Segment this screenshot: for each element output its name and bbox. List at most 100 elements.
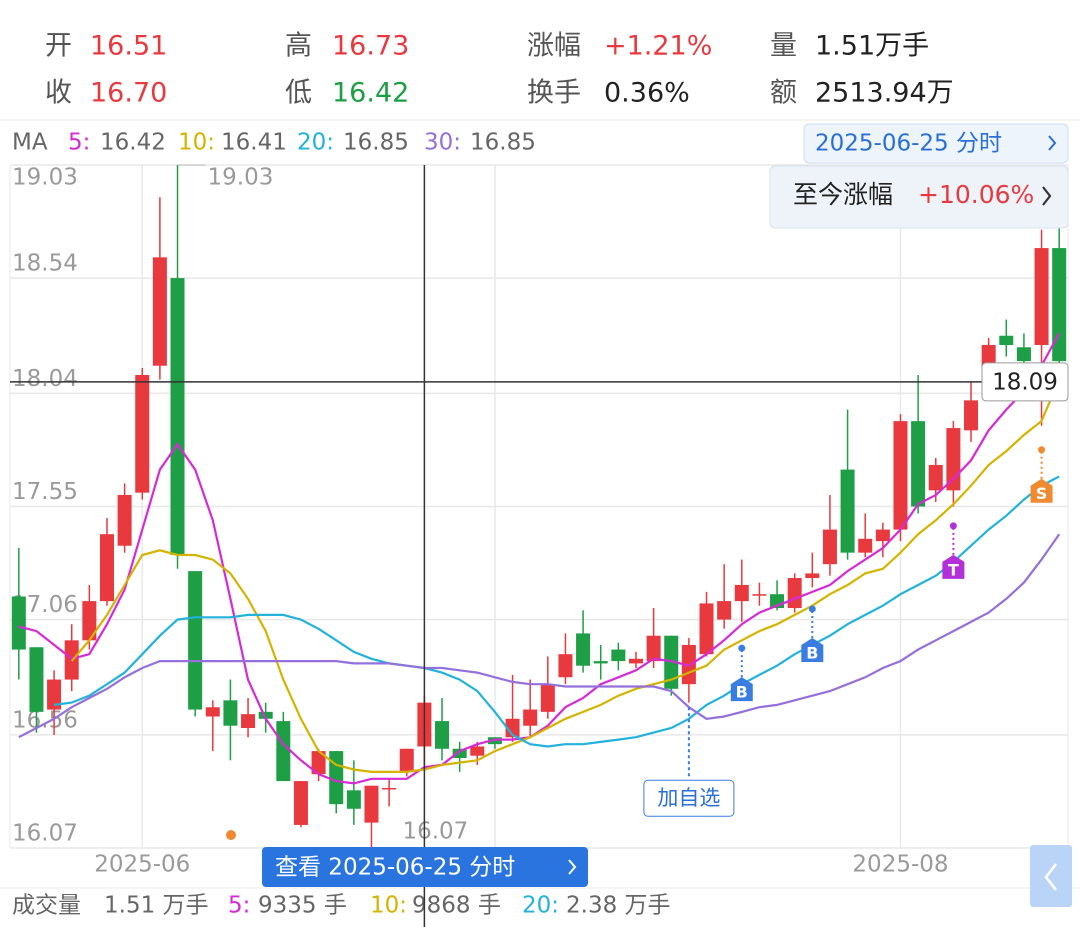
candle-body [399,748,414,772]
candle-body [928,464,943,491]
chevron[interactable] [1048,135,1057,151]
ma-line [53,475,1060,748]
candle-body [382,788,397,790]
quote-value: 16.42 [332,78,409,109]
ma-name: 5: [68,130,90,156]
volume-value: 9335 手 [258,893,347,919]
candle-body [717,601,732,620]
candle-body [840,469,855,553]
candle-body [805,573,820,579]
candle-body [964,400,979,431]
date-button[interactable]: 2025-06-25 分时 [803,123,1069,164]
candle-body [29,647,44,712]
ma-name: 30: [424,130,461,156]
change-box[interactable]: 至今涨幅 +10.06% [769,165,1069,229]
candle-body [346,790,361,809]
candle-body [135,374,150,493]
candle-body [82,601,97,641]
chevron[interactable] [568,859,577,875]
y-tick-label: 16.56 [12,707,78,733]
back-button[interactable] [1030,845,1072,907]
volume-name: 成交量 [12,893,81,919]
date-button-bg[interactable] [803,123,1069,164]
candle-body [946,428,961,491]
y-tick-label: 16.07 [12,821,78,847]
quote-value: 16.51 [90,31,167,62]
candle-body [117,494,132,546]
volume-legend: 成交量 1.51 万手 5: 9335 手 10: 9868 手 20: 2.3… [12,893,671,919]
candle-body [734,584,749,602]
minute-button[interactable]: 查看 2025-06-25 分时 [262,847,588,887]
change-box-bg[interactable] [769,165,1069,229]
ma-line [18,533,1061,739]
x-tick-label: 2025-08 [852,852,948,878]
candle-body [1052,248,1067,362]
low-mark-label: 16.07 [402,819,468,845]
candle-body [611,649,626,662]
date-button-text[interactable]: 2025-06-25 分时 [815,131,1002,157]
candle-body [293,781,308,825]
high-mark-label: 19.03 [208,165,274,191]
ma-line [70,379,1061,773]
quote-label: 高 [285,31,312,62]
quote-value: 2513.94万 [815,78,954,109]
quote-label: 额 [770,78,797,109]
candle-body [664,635,679,689]
marker-badge [801,637,824,662]
marker-badge [1030,478,1053,503]
watch-label: 加自选 [657,786,720,810]
watch-box [643,779,735,817]
marker-label: B [736,683,748,702]
candle-body [47,679,62,710]
y-tick-label: 19.03 [12,165,78,191]
candle-body [223,700,238,726]
candle-body [787,578,802,609]
candle-body [911,421,926,507]
minute-button-bg[interactable] [262,847,588,887]
quote-value: 0.36% [604,78,690,109]
quote-value: 16.73 [332,31,409,62]
ma-legend: MA 5: 16.42 10: 16.41 20: 16.85 30: 16.8… [12,130,536,156]
candle-body [329,751,344,805]
volume-value: 2.38 万手 [566,893,671,919]
quote-value: 16.70 [90,78,167,109]
volume-value: 1.51 万手 [104,893,209,919]
back-chevron[interactable] [1044,863,1057,891]
change-label: 至今涨幅 [793,180,893,209]
candle-body [1016,347,1031,362]
volume-name: 5: [228,893,250,919]
ma-value: 16.41 [221,130,287,156]
chevron[interactable] [1042,186,1052,206]
candle-body [540,684,555,712]
crosshair-label: 18.09 [992,369,1058,395]
candle-body [188,571,203,710]
candle-body [593,661,608,664]
quote-value: 1.51万手 [815,31,929,62]
back-button-bg[interactable] [1030,845,1072,907]
marker-label: S [1036,484,1048,503]
crosshair-label-box [981,362,1069,402]
minute-button-text[interactable]: 查看 2025-06-25 分时 [275,855,515,881]
quote-label: 涨幅 [527,31,581,62]
quote-label: 低 [285,78,312,109]
marker-badge [730,677,753,702]
candle-body [523,709,538,726]
quote-label: 开 [45,31,72,62]
candle-body [858,538,873,553]
ma-title: MA [12,130,48,156]
candle-body [999,335,1014,345]
y-tick-label: 17.55 [12,479,78,505]
marker-dot [949,522,957,530]
marker-dot [738,644,746,652]
candle-body [822,529,837,565]
event-dot [226,830,236,840]
change-value: +10.06% [918,180,1034,209]
marker-label: B [806,643,818,662]
candle-body [576,633,591,666]
candle-body [435,721,450,749]
candle-body [152,257,167,366]
y-tick-label: 18.04 [12,366,78,392]
marker-dot [808,605,816,613]
marker-label: T [948,560,959,579]
